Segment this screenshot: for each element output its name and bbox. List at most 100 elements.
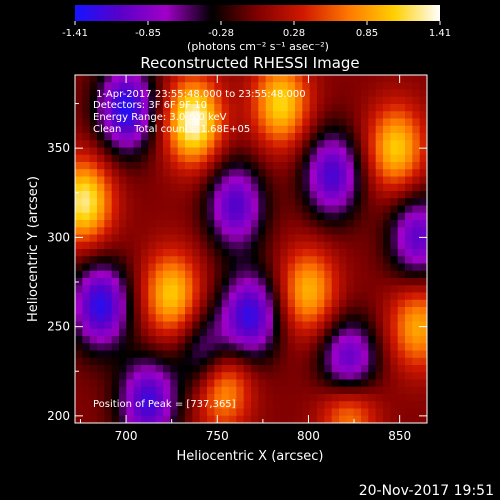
heatmap-pixel <box>221 89 230 98</box>
heatmap-pixel <box>155 278 164 286</box>
heatmap-pixel <box>141 169 149 178</box>
heatmap-pixel <box>265 234 274 243</box>
heatmap-pixel <box>324 263 333 272</box>
heatmap-pixel <box>295 357 303 366</box>
heatmap-pixel <box>324 343 333 352</box>
heatmap-pixel <box>163 249 171 257</box>
heatmap-pixel <box>368 307 377 315</box>
heatmap-pixel <box>82 343 91 352</box>
heatmap-pixel <box>155 154 164 163</box>
heatmap-pixel <box>229 263 237 272</box>
heatmap-pixel <box>375 415 384 423</box>
heatmap-pixel <box>229 176 237 185</box>
heatmap-pixel <box>419 125 427 134</box>
heatmap-pixel <box>302 183 311 192</box>
heatmap-pixel <box>302 198 311 207</box>
heatmap-pixel <box>258 328 267 337</box>
heatmap-pixel <box>97 96 105 105</box>
heatmap-pixel <box>383 162 391 170</box>
heatmap-pixel <box>221 299 230 308</box>
heatmap-pixel <box>405 176 413 185</box>
heatmap-pixel <box>397 256 406 265</box>
heatmap-pixel <box>97 307 105 315</box>
heatmap-pixel <box>104 292 113 301</box>
heatmap-pixel <box>251 104 259 112</box>
heatmap-pixel <box>170 321 179 330</box>
heatmap-pixel <box>236 227 245 236</box>
heatmap-pixel <box>111 125 120 134</box>
heatmap-pixel <box>287 162 296 170</box>
heatmap-pixel <box>339 82 347 91</box>
heatmap-pixel <box>133 125 142 134</box>
heatmap-pixel <box>346 220 355 228</box>
heatmap-pixel <box>317 314 325 323</box>
heatmap-pixel <box>214 125 223 134</box>
heatmap-pixel <box>405 82 413 91</box>
heatmap-pixel <box>82 234 91 243</box>
heatmap-pixel <box>397 299 406 308</box>
heatmap-pixel <box>287 96 296 105</box>
heatmap-pixel <box>309 365 318 373</box>
heatmap-pixel <box>133 89 142 98</box>
heatmap-pixel <box>324 212 333 221</box>
heatmap-pixel <box>251 140 259 149</box>
heatmap-pixel <box>177 133 186 141</box>
heatmap-pixel <box>339 336 347 344</box>
heatmap-pixel <box>97 154 105 163</box>
heatmap-pixel <box>339 365 347 373</box>
heatmap-pixel <box>287 408 296 417</box>
heatmap-pixel <box>148 357 157 366</box>
heatmap-pixel <box>273 350 281 359</box>
heatmap-pixel <box>412 379 421 388</box>
heatmap-pixel <box>97 111 105 120</box>
heatmap-pixel <box>148 191 157 199</box>
heatmap-pixel <box>287 154 296 163</box>
heatmap-pixel <box>375 147 384 156</box>
heatmap-pixel <box>302 379 311 388</box>
heatmap-pixel <box>214 133 223 141</box>
heatmap-pixel <box>126 328 135 337</box>
heatmap-pixel <box>82 350 91 359</box>
colorbar-tick-label: 1.41 <box>429 28 451 39</box>
heatmap-pixel <box>104 299 113 308</box>
heatmap-pixel <box>368 227 377 236</box>
heatmap-pixel <box>317 89 325 98</box>
heatmap-pixel <box>236 220 245 228</box>
heatmap-pixel <box>82 401 91 410</box>
heatmap-pixel <box>104 154 113 163</box>
heatmap-pixel <box>339 343 347 352</box>
heatmap-pixel <box>243 365 252 373</box>
heatmap-pixel <box>361 263 369 272</box>
heatmap-pixel <box>111 415 120 423</box>
heatmap-pixel <box>361 386 369 395</box>
heatmap-pixel <box>339 154 347 163</box>
heatmap-pixel <box>155 408 164 417</box>
heatmap-pixel <box>163 212 171 221</box>
heatmap-pixel <box>170 278 179 286</box>
heatmap-pixel <box>155 176 164 185</box>
heatmap-pixel <box>339 357 347 366</box>
colorbar <box>75 5 440 21</box>
heatmap-pixel <box>383 307 391 315</box>
heatmap-pixel <box>405 379 413 388</box>
heatmap-pixel <box>339 183 347 192</box>
heatmap-pixel <box>163 234 171 243</box>
heatmap-pixel <box>265 249 274 257</box>
heatmap-pixel <box>199 191 208 199</box>
heatmap-pixel <box>119 256 127 265</box>
heatmap-pixel <box>243 343 252 352</box>
y-tick-label: 200 <box>47 409 70 423</box>
heatmap-pixel <box>236 133 245 141</box>
heatmap-pixel <box>390 111 399 120</box>
heatmap-pixel <box>324 408 333 417</box>
heatmap-pixel <box>339 241 347 250</box>
heatmap-pixel <box>214 75 223 83</box>
heatmap-pixel <box>375 307 384 315</box>
heatmap-pixel <box>295 343 303 352</box>
heatmap-pixel <box>89 111 98 120</box>
heatmap-pixel <box>287 343 296 352</box>
heatmap-pixel <box>317 118 325 127</box>
heatmap-pixel <box>383 415 391 423</box>
heatmap-pixel <box>251 234 259 243</box>
heatmap-pixel <box>133 241 142 250</box>
